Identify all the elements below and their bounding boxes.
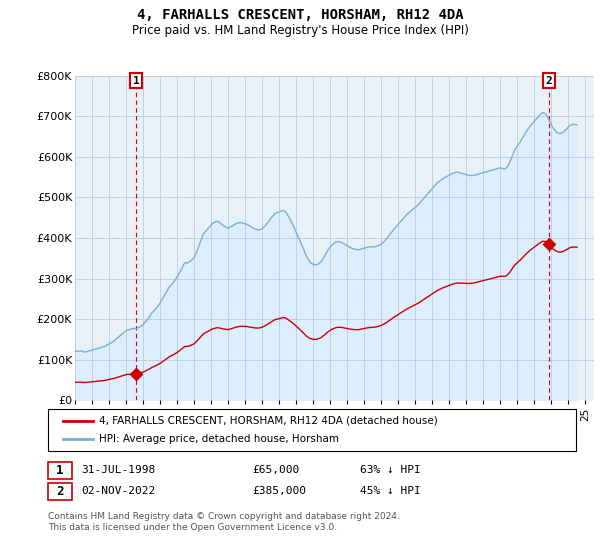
Text: 31-JUL-1998: 31-JUL-1998 xyxy=(81,465,155,475)
Text: 1: 1 xyxy=(56,464,64,477)
Text: Price paid vs. HM Land Registry's House Price Index (HPI): Price paid vs. HM Land Registry's House … xyxy=(131,24,469,36)
Text: 63% ↓ HPI: 63% ↓ HPI xyxy=(360,465,421,475)
Text: 2: 2 xyxy=(56,484,64,498)
Text: 4, FARHALLS CRESCENT, HORSHAM, RH12 4DA (detached house): 4, FARHALLS CRESCENT, HORSHAM, RH12 4DA … xyxy=(99,416,438,426)
Text: 1: 1 xyxy=(133,76,139,86)
Text: Contains HM Land Registry data © Crown copyright and database right 2024.
This d: Contains HM Land Registry data © Crown c… xyxy=(48,512,400,532)
Text: 2: 2 xyxy=(545,76,552,86)
Text: £385,000: £385,000 xyxy=(252,486,306,496)
Text: HPI: Average price, detached house, Horsham: HPI: Average price, detached house, Hors… xyxy=(99,434,339,444)
Text: 45% ↓ HPI: 45% ↓ HPI xyxy=(360,486,421,496)
Text: 4, FARHALLS CRESCENT, HORSHAM, RH12 4DA: 4, FARHALLS CRESCENT, HORSHAM, RH12 4DA xyxy=(137,8,463,22)
Text: 02-NOV-2022: 02-NOV-2022 xyxy=(81,486,155,496)
Text: £65,000: £65,000 xyxy=(252,465,299,475)
